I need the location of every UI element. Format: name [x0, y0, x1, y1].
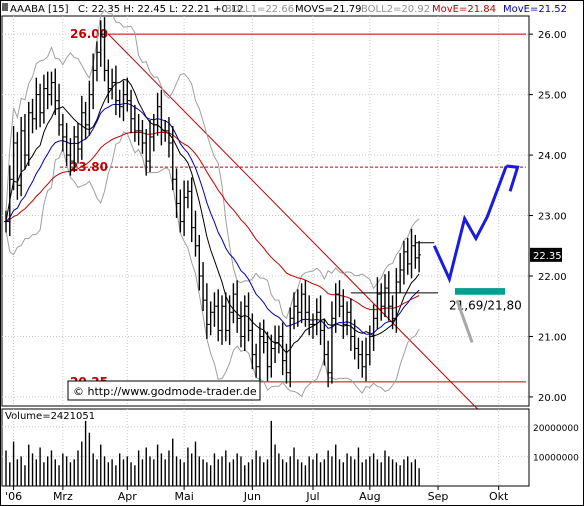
ohlc-bars: [4, 17, 422, 388]
watermark-box: [67, 380, 261, 401]
watermark: © http://www.godmode-trader.de: [67, 380, 261, 401]
header-icon: [2, 3, 8, 11]
price-tick-label: 25.00: [538, 91, 567, 102]
price-tick-label: 20.00: [538, 393, 567, 404]
forecast-arrowhead: [506, 164, 520, 192]
header-move1: MovE=21.84: [432, 4, 496, 15]
header-boll2: BOLL2=20.92: [361, 4, 430, 15]
price-tick-label: 21.00: [538, 332, 567, 343]
x-tick-label: Apr: [118, 490, 138, 503]
volume-tick-label: 20000000: [533, 424, 579, 434]
x-tick-label: '06: [5, 490, 22, 503]
analysis-overlays: 21,69/21,80 22.35: [350, 164, 562, 344]
price-tick-label: 22.00: [538, 272, 567, 283]
price-tick-label: 24.00: [538, 151, 567, 162]
forecast-path-secondary: [455, 299, 474, 344]
x-tick-label: Okt: [489, 490, 509, 503]
price-tick-label: 26.00: [538, 30, 567, 41]
bollinger-lower: [5, 131, 420, 398]
volume-bars: [5, 420, 420, 486]
level-label: 23.80: [70, 160, 108, 174]
x-tick-label: Mrz: [53, 490, 73, 503]
x-tick-label: Sep: [428, 490, 449, 503]
header-movs: MOVS=21.79: [295, 4, 362, 15]
x-tick-label: Jul: [305, 490, 319, 503]
last-price-box: [530, 247, 562, 262]
x-tick-label: Aug: [359, 490, 380, 503]
header-ohlc: C: 22.35 H: 22.45 L: 22.21 +0.12: [78, 4, 244, 15]
forecast-path-primary: [432, 165, 508, 284]
support-zone: [455, 288, 505, 295]
support-zone-label: 21,69/21,80: [449, 299, 522, 313]
bollinger-bands: [5, 9, 420, 398]
header-move2: MovE=21.52: [503, 4, 567, 15]
chart-header: AAABA [15] C: 22.35 H: 22.45 L: 22.21 +0…: [2, 3, 567, 15]
volume-tick-label: 10000000: [533, 453, 579, 463]
x-tick-label: Jun: [243, 490, 261, 503]
price-panel: [1, 15, 530, 407]
watermark-text: © http://www.godmode-trader.de: [73, 385, 257, 398]
downtrend-line: [107, 33, 484, 416]
x-tick-label: Mai: [174, 490, 193, 503]
header-boll1: BOLL1=22.66: [225, 4, 294, 15]
price-axis-ticks: 20.00 21.00 22.00 23.00 24.00 25.00 26.00: [529, 30, 567, 404]
bollinger-upper: [5, 9, 420, 320]
last-price-label: 22.35: [533, 251, 562, 262]
price-tick-label: 23.00: [538, 212, 567, 223]
header-symbol: AAABA [15]: [10, 4, 69, 15]
volume-label: Volume=2421051: [5, 411, 95, 422]
x-axis-ticks: '06 Mrz Apr Mai Jun Jul Aug Sep Okt: [5, 486, 509, 503]
